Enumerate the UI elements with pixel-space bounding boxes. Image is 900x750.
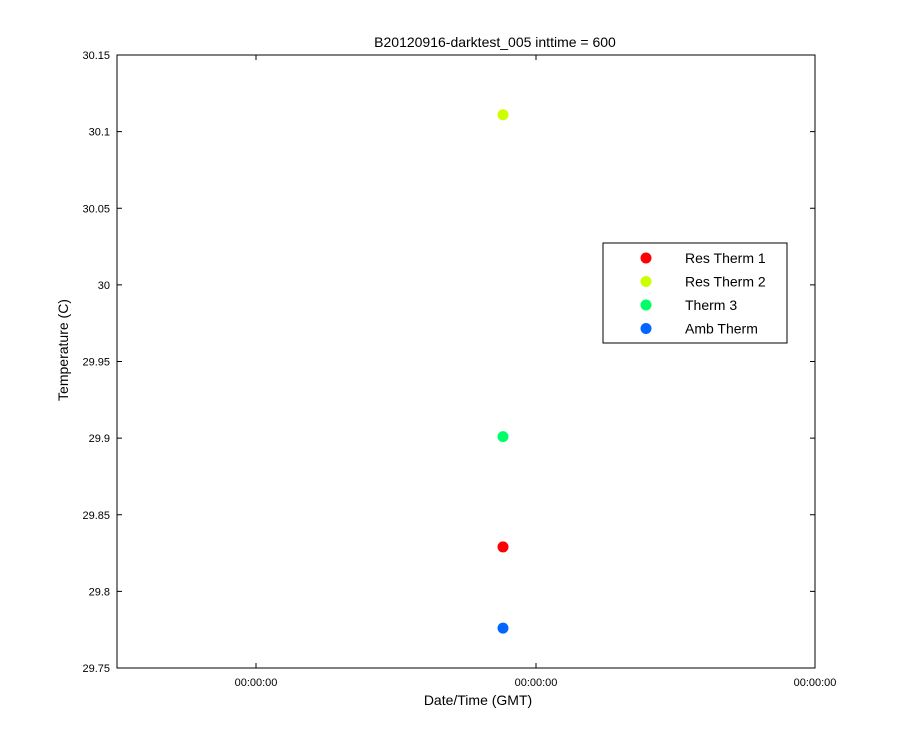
chart-title: B20120916-darktest_005 inttime = 600 [374, 34, 616, 50]
data-point [497, 431, 509, 443]
legend-box [602, 242, 788, 344]
y-axis-label: Temperature (C) [55, 299, 71, 401]
legend-label: Res Therm 2 [685, 274, 766, 290]
legend-marker [640, 323, 652, 334]
legend-marker [640, 252, 652, 264]
legend-marker [640, 299, 652, 311]
data-point [497, 622, 509, 634]
y-tick-label: 29.8 [89, 586, 110, 598]
y-tick-label: 30 [98, 280, 110, 292]
data-point [497, 109, 509, 121]
y-tick-label: 29.9 [89, 433, 110, 445]
data-points [497, 109, 509, 634]
x-axis-label: Date/Time (GMT) [424, 692, 532, 708]
y-tick-label: 30.05 [82, 203, 110, 215]
y-axis: 29.75 29.8 29.85 29.9 29.95 30 30.05 30.1 30.15 [82, 50, 815, 675]
x-tick-label: 00:00:00 [515, 677, 558, 689]
data-point [497, 541, 509, 553]
y-tick-label: 29.95 [82, 357, 110, 369]
x-tick-label: 00:00:00 [794, 677, 837, 689]
legend-label: Res Therm 1 [685, 250, 766, 266]
y-tick-label: 29.85 [82, 510, 110, 522]
x-tick-label: 00:00:00 [235, 677, 278, 689]
y-tick-label: 30.1 [89, 127, 110, 139]
legend-label: Amb Therm [685, 321, 758, 337]
x-axis: 00:00:00 00:00:00 00:00:00 [235, 55, 837, 689]
y-tick-label: 29.75 [82, 663, 110, 675]
legend: Res Therm 1 Res Therm 2 Therm 3 Amb Therm [602, 242, 788, 344]
legend-label: Therm 3 [685, 297, 737, 313]
y-tick-label: 30.15 [82, 50, 110, 62]
plot-area [116, 54, 816, 669]
legend-marker [640, 276, 652, 287]
